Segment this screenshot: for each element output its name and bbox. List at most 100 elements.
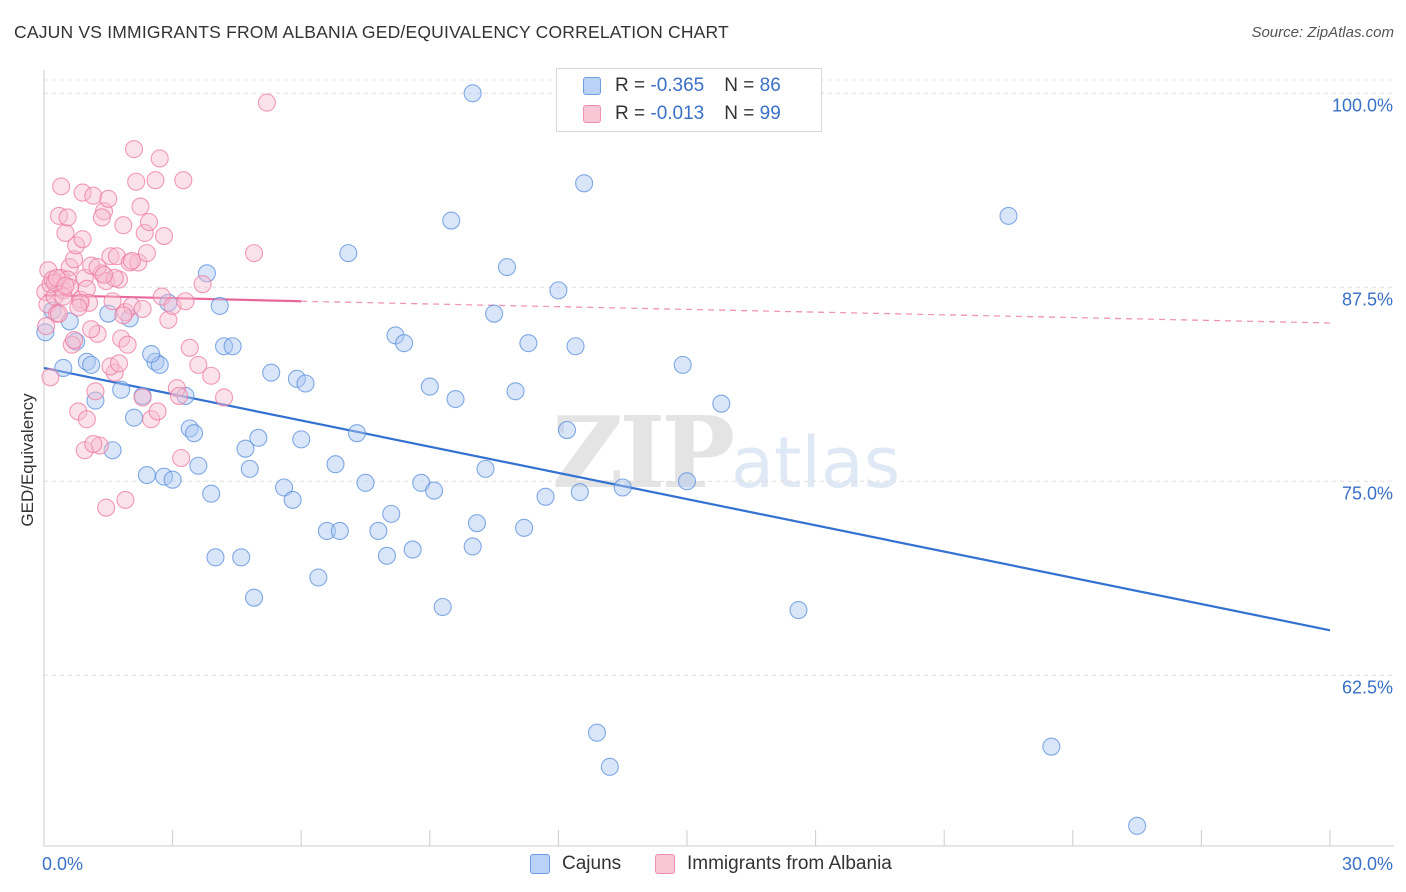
point-albania bbox=[69, 298, 88, 317]
point-albania bbox=[169, 386, 189, 405]
point-cajuns bbox=[206, 548, 225, 567]
point-albania bbox=[214, 388, 234, 407]
point-albania bbox=[37, 317, 56, 336]
point-albania bbox=[122, 251, 141, 270]
point-cajuns bbox=[549, 281, 568, 300]
chart-title: CAJUN VS IMMIGRANTS FROM ALBANIA GED/EQU… bbox=[14, 22, 729, 42]
point-cajuns bbox=[420, 377, 439, 396]
point-cajuns bbox=[262, 363, 281, 382]
y-tick-label: 87.5% bbox=[1342, 289, 1393, 309]
point-albania bbox=[52, 177, 71, 196]
legend: R = -0.365 N = 86 R = -0.013 N = 99 bbox=[556, 68, 822, 132]
point-albania bbox=[159, 310, 178, 329]
point-cajuns bbox=[485, 304, 504, 323]
bottom-legend-label-cajuns: Cajuns bbox=[562, 853, 622, 874]
data-points bbox=[36, 84, 1147, 835]
point-albania bbox=[133, 388, 152, 407]
point-albania bbox=[103, 292, 122, 311]
point-cajuns bbox=[673, 355, 692, 374]
point-cajuns bbox=[163, 470, 182, 489]
point-cajuns bbox=[425, 481, 444, 500]
point-cajuns bbox=[395, 334, 414, 353]
legend-n-value: 86 bbox=[759, 75, 781, 96]
point-albania bbox=[45, 273, 64, 292]
x-tick-label-max: 30.0% bbox=[1342, 854, 1393, 874]
point-cajuns bbox=[999, 206, 1018, 225]
point-cajuns bbox=[515, 518, 534, 537]
point-cajuns bbox=[54, 358, 73, 378]
point-albania bbox=[41, 368, 60, 387]
point-albania bbox=[73, 230, 92, 249]
point-albania bbox=[114, 306, 133, 325]
point-albania bbox=[127, 172, 146, 191]
point-cajuns bbox=[382, 504, 401, 523]
point-cajuns bbox=[82, 355, 101, 374]
point-albania bbox=[105, 268, 124, 288]
point-albania bbox=[54, 287, 73, 306]
tick-labels: 62.5% 75.0% 87.5% 100.0% 0.0% 30.0% GED/Equiva… bbox=[18, 95, 1393, 874]
point-cajuns bbox=[330, 521, 349, 540]
point-albania bbox=[135, 223, 154, 243]
legend-r-label: R = bbox=[615, 103, 651, 124]
point-cajuns bbox=[463, 537, 482, 556]
legend-r-value: -0.013 bbox=[650, 103, 705, 124]
point-cajuns bbox=[557, 421, 577, 440]
point-cajuns bbox=[317, 521, 336, 540]
point-albania bbox=[109, 354, 129, 373]
point-cajuns bbox=[249, 428, 268, 447]
point-cajuns bbox=[1042, 737, 1061, 756]
y-tick-label: 100.0% bbox=[1332, 95, 1393, 115]
bottom-legend-label-albania: Immigrants from Albania bbox=[687, 853, 892, 874]
point-albania bbox=[176, 292, 195, 311]
point-albania bbox=[84, 434, 103, 454]
point-cajuns bbox=[536, 487, 555, 506]
point-albania bbox=[133, 299, 152, 319]
point-albania bbox=[71, 293, 90, 312]
point-albania bbox=[137, 244, 156, 263]
point-albania bbox=[257, 93, 276, 112]
point-cajuns bbox=[189, 456, 208, 475]
point-cajuns bbox=[463, 84, 482, 103]
x-tick-label-min: 0.0% bbox=[42, 854, 83, 874]
point-albania bbox=[77, 410, 96, 429]
point-albania bbox=[58, 208, 77, 227]
point-cajuns bbox=[587, 723, 607, 742]
point-albania bbox=[189, 355, 208, 374]
point-cajuns bbox=[570, 483, 589, 502]
gridlines bbox=[44, 79, 1394, 676]
bottom-legend-swatch-cajuns bbox=[530, 854, 550, 874]
trend-line-dashed-albania bbox=[301, 300, 1331, 324]
point-cajuns bbox=[326, 455, 345, 474]
point-cajuns bbox=[36, 323, 55, 342]
point-cajuns bbox=[112, 380, 131, 399]
legend-n-label: N = bbox=[724, 75, 760, 96]
point-cajuns bbox=[142, 344, 161, 364]
point-cajuns bbox=[275, 478, 294, 497]
series-albania bbox=[36, 93, 276, 517]
point-cajuns bbox=[446, 389, 465, 409]
point-cajuns bbox=[124, 408, 144, 427]
legend-n-value: 99 bbox=[759, 103, 781, 124]
point-albania bbox=[82, 320, 101, 339]
legend-r-value: -0.365 bbox=[650, 75, 705, 96]
point-cajuns bbox=[613, 478, 632, 497]
point-cajuns bbox=[347, 424, 366, 443]
point-albania bbox=[180, 338, 199, 357]
point-albania bbox=[86, 382, 105, 401]
point-cajuns bbox=[86, 391, 105, 410]
point-cajuns bbox=[476, 459, 495, 478]
point-cajuns bbox=[566, 337, 585, 356]
point-cajuns bbox=[197, 264, 216, 283]
point-cajuns bbox=[600, 757, 619, 776]
point-albania bbox=[56, 223, 75, 243]
trend-line-cajuns bbox=[43, 366, 1331, 632]
legend-swatch-cajuns bbox=[583, 77, 601, 95]
point-cajuns bbox=[377, 546, 396, 565]
point-albania bbox=[56, 276, 75, 295]
point-albania bbox=[116, 490, 135, 509]
point-albania bbox=[49, 304, 69, 323]
point-cajuns bbox=[519, 334, 538, 353]
point-albania bbox=[97, 498, 116, 517]
point-albania bbox=[172, 448, 191, 468]
